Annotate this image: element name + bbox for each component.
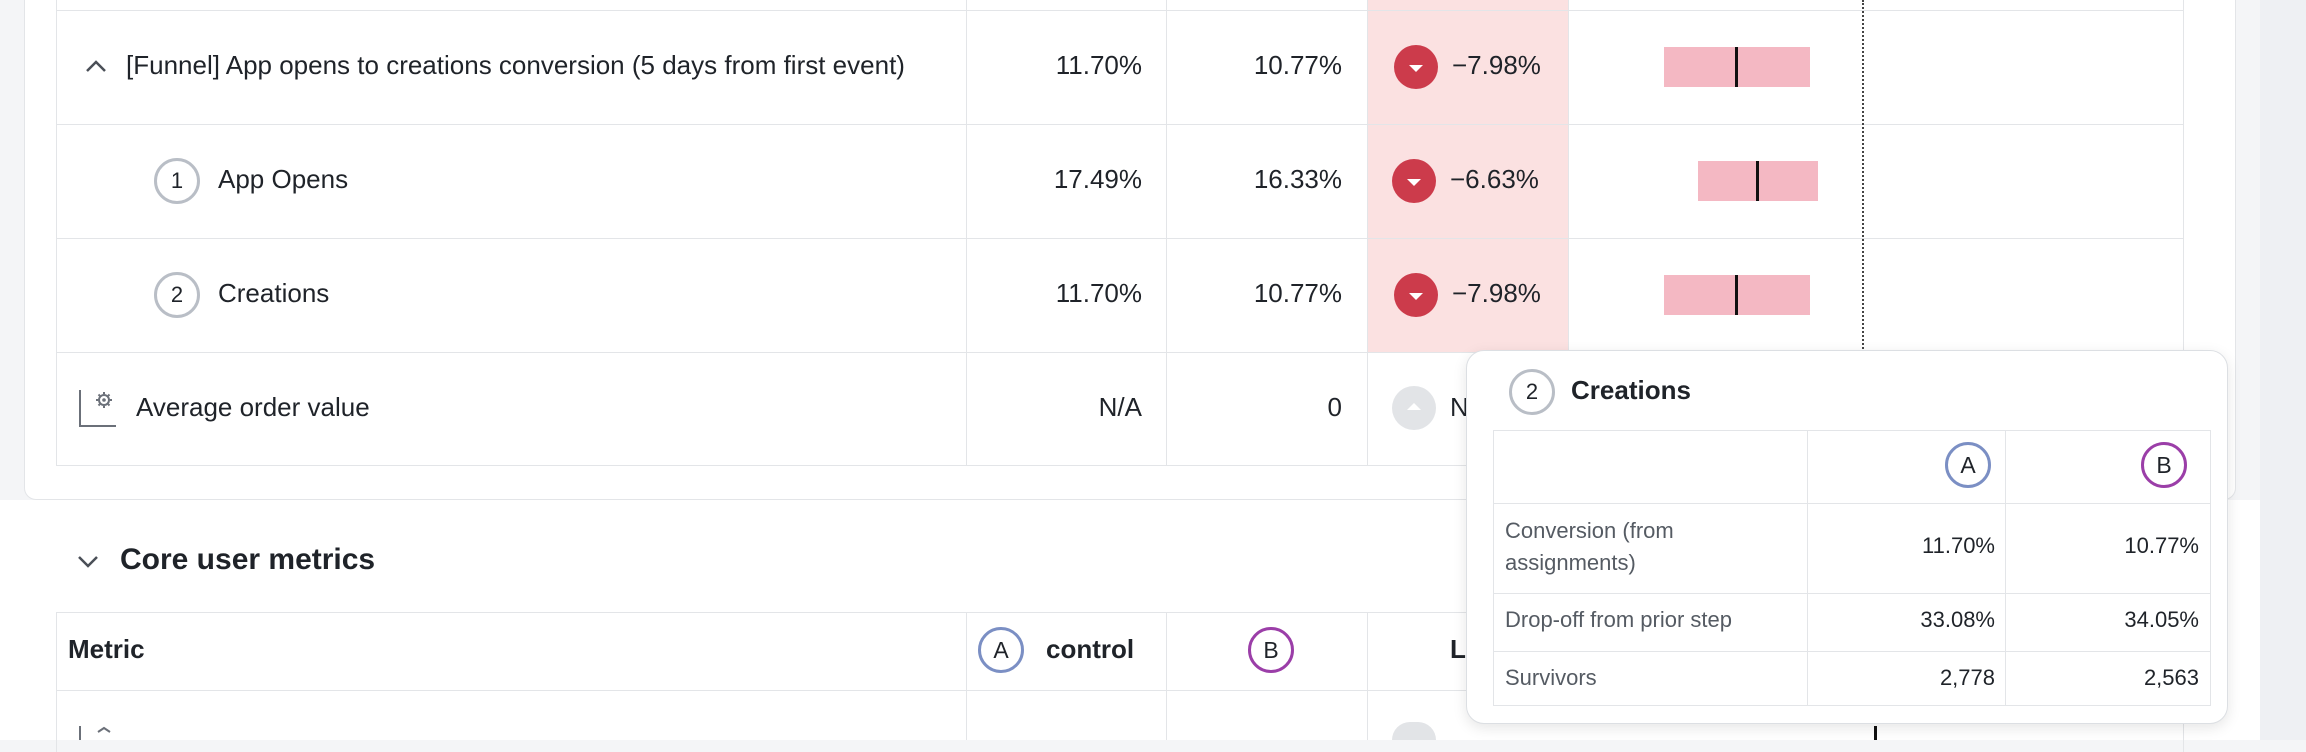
column-divider (1166, 0, 1167, 466)
column-divider (1367, 612, 1368, 740)
row-divider (1493, 503, 2211, 504)
variant-b-badge: B (2141, 442, 2187, 488)
tooltip-row-label: Drop-off from prior step (1505, 607, 1733, 632)
row-divider (56, 352, 2184, 353)
caret-down-icon (1394, 45, 1438, 89)
row-divider (56, 124, 2184, 125)
row-divider (1493, 651, 2211, 652)
tooltip-table (1493, 430, 2211, 706)
zero-lift-line (1862, 0, 1864, 352)
caret-up-icon (1392, 386, 1436, 430)
step-tooltip: 2 Creations A B Conversion (from assignm… (1466, 350, 2228, 724)
section-title[interactable]: Core user metrics (120, 543, 376, 576)
tooltip-row-label: Conversion (from assignments) (1505, 518, 1674, 575)
step-name[interactable]: Creations (218, 278, 330, 308)
funnel-table (56, 0, 2184, 466)
caret-up-icon (1392, 722, 1436, 740)
step-name[interactable]: App Opens (218, 164, 349, 194)
control-value: 17.49% (1053, 164, 1142, 194)
column-divider (1807, 430, 1808, 706)
control-column-header[interactable]: control (1046, 634, 1135, 664)
lift-value: −6.63% (1450, 164, 1539, 194)
side-panel-strip (2260, 0, 2306, 740)
tooltip-row-label: Survivors (1505, 665, 1597, 690)
funnel-metric-name[interactable]: [Funnel] App opens to creations conversi… (126, 50, 905, 80)
chevron-down-icon[interactable] (72, 546, 104, 578)
column-divider (966, 0, 967, 466)
lift-value: −7.98% (1452, 278, 1541, 308)
row-divider (56, 10, 2184, 11)
step-number-badge: 2 (1509, 369, 1555, 415)
column-divider (1166, 612, 1167, 740)
chevron-up-icon[interactable] (80, 50, 112, 82)
tooltip-value-b: 2,563 (2143, 665, 2199, 690)
variant-value: 10.77% (1253, 278, 1342, 308)
variant-value: 0 (1327, 392, 1342, 422)
variant-a-badge: A (978, 627, 1024, 673)
caret-down-icon (1392, 159, 1436, 203)
tooltip-value-b: 10.77% (2124, 533, 2199, 558)
tooltip-value-a: 33.08% (1920, 607, 1995, 632)
control-value: 11.70% (1055, 50, 1142, 80)
metric-column-header[interactable]: Metric (68, 634, 145, 664)
metric-name[interactable]: Average order value (136, 392, 370, 422)
caret-down-icon (1394, 273, 1438, 317)
tooltip-value-a: 2,778 (1939, 665, 1995, 690)
tooltip-value-a: 11.70% (1922, 533, 1995, 558)
row-divider (56, 238, 2184, 239)
tooltip-value-b: 34.05% (2124, 607, 2199, 632)
variant-value: 10.77% (1253, 50, 1342, 80)
row-divider (56, 690, 2184, 691)
variant-value: 16.33% (1253, 164, 1342, 194)
variant-b-badge: B (1248, 627, 1294, 673)
tooltip-title: Creations (1571, 375, 1691, 405)
control-value: N/A (1098, 392, 1142, 422)
column-divider (2005, 430, 2006, 706)
point-estimate-mark (1735, 47, 1738, 87)
lift-value: N (1450, 392, 1469, 422)
column-divider (1367, 0, 1368, 466)
point-estimate-mark (1874, 726, 1877, 740)
column-divider (966, 612, 967, 740)
lift-value: −7.98% (1452, 50, 1541, 80)
step-number-badge: 1 (154, 158, 200, 204)
control-value: 11.70% (1055, 278, 1142, 308)
step-number-badge: 2 (154, 272, 200, 318)
row-divider (1493, 593, 2211, 594)
variant-a-badge: A (1945, 442, 1991, 488)
point-estimate-mark (1756, 161, 1759, 201)
column-divider (1568, 0, 1569, 466)
gear-icon (78, 388, 120, 428)
metric-type-icon (78, 726, 118, 740)
point-estimate-mark (1735, 275, 1738, 315)
